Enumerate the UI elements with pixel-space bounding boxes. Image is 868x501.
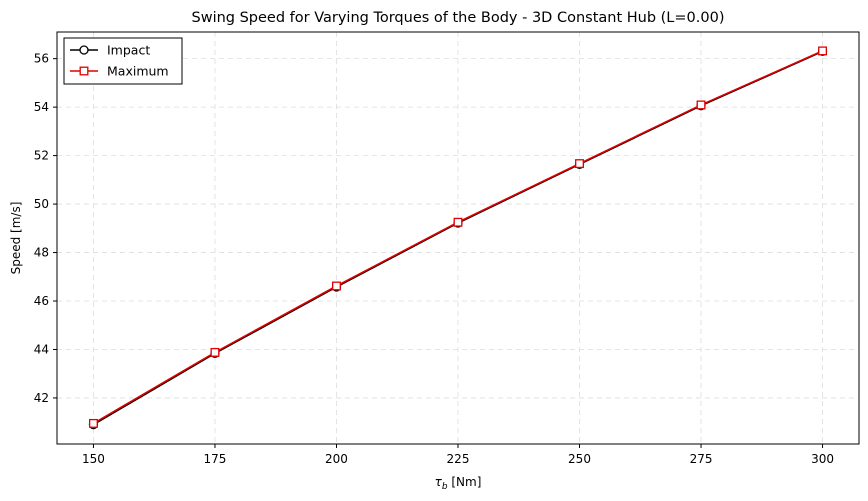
grid <box>57 32 859 444</box>
legend-label-impact: Impact <box>107 43 150 58</box>
y-tick-label: 52 <box>34 149 49 163</box>
y-tick-label: 46 <box>34 294 49 308</box>
y-ticks: 42 44 46 48 50 52 54 56 <box>34 52 57 405</box>
x-axis-label-symbol: τ <box>435 475 443 489</box>
legend: Impact Maximum <box>63 37 183 85</box>
y-tick-label: 42 <box>34 391 49 405</box>
x-ticks: 150 175 200 225 250 275 300 <box>82 444 834 466</box>
plot-frame <box>56 31 860 445</box>
x-tick-label: 200 <box>325 452 348 466</box>
x-tick-label: 175 <box>204 452 227 466</box>
y-tick-label: 56 <box>34 52 49 66</box>
x-tick-label: 275 <box>690 452 713 466</box>
data-point-maximum <box>575 159 584 169</box>
data-point-maximum <box>453 217 463 227</box>
series-layer <box>88 46 828 430</box>
x-axis-label: τb [Nm] <box>435 475 482 492</box>
data-point-maximum <box>332 281 341 291</box>
y-tick-label: 54 <box>34 100 49 114</box>
legend-marker-maximum <box>79 66 89 76</box>
data-point-maximum <box>696 100 706 110</box>
y-tick-label: 48 <box>34 246 49 260</box>
legend-marker-impact <box>79 45 89 55</box>
y-tick-label: 44 <box>34 342 49 356</box>
data-point-maximum <box>818 46 827 56</box>
x-tick-label: 250 <box>568 452 591 466</box>
x-tick-label: 150 <box>82 452 105 466</box>
y-axis-label: Speed [m/s] <box>9 202 23 275</box>
x-axis-label-subscript: b <box>442 482 448 492</box>
y-tick-label: 50 <box>34 197 49 211</box>
data-point-maximum <box>210 347 220 357</box>
data-point-maximum <box>89 418 98 428</box>
x-tick-label: 300 <box>811 452 834 466</box>
chart-title: Swing Speed for Varying Torques of the B… <box>192 10 725 26</box>
legend-label-maximum: Maximum <box>107 64 169 79</box>
x-axis-label-unit: [Nm] <box>448 475 482 489</box>
x-tick-label: 225 <box>447 452 470 466</box>
